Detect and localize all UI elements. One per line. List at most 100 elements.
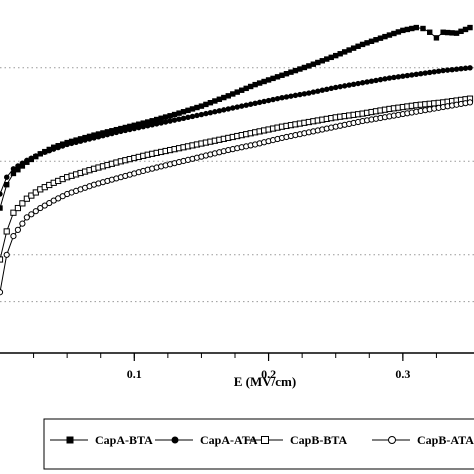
data-point [162, 119, 169, 125]
data-point [221, 94, 227, 101]
data-point [37, 151, 43, 157]
data-point [404, 26, 411, 33]
data-point [346, 47, 352, 53]
data-point [189, 106, 196, 112]
data-point [82, 137, 88, 143]
data-point [328, 54, 334, 61]
data-point [194, 112, 200, 119]
data-point [449, 30, 455, 36]
data-point [301, 91, 308, 97]
data-point [64, 141, 70, 148]
data-point [373, 77, 379, 84]
data-point [355, 80, 361, 87]
data-point [216, 96, 223, 102]
data-point [185, 107, 191, 114]
data-point [171, 111, 178, 118]
data-point [400, 27, 406, 34]
data-point [212, 109, 218, 115]
data-point [440, 29, 446, 35]
data-point [122, 124, 129, 131]
data-point [252, 81, 258, 88]
legend-label: CapA-BTA [95, 433, 153, 447]
data-point [444, 29, 451, 36]
data-point [350, 81, 357, 88]
data-point [467, 24, 473, 31]
data-point [427, 29, 433, 35]
series-line [0, 101, 471, 293]
data-point [324, 56, 330, 62]
data-point [176, 110, 182, 116]
data-point [221, 107, 227, 113]
data-point [359, 41, 366, 48]
data-point [55, 144, 61, 151]
data-point [131, 122, 137, 128]
data-point [462, 65, 469, 71]
data-point [100, 133, 106, 139]
data-point [467, 65, 473, 71]
data-point [270, 75, 276, 82]
data-point [28, 192, 35, 199]
data-point [382, 33, 388, 40]
data-point [59, 143, 66, 149]
data-point [145, 123, 151, 129]
data-point [171, 117, 178, 123]
data-point [194, 104, 200, 111]
data-point [19, 220, 26, 227]
data-point [283, 71, 290, 77]
data-point [310, 89, 317, 95]
data-point [19, 163, 26, 169]
data-point [458, 28, 464, 35]
data-point [91, 132, 97, 138]
data-point [216, 108, 223, 114]
data-point [0, 205, 3, 211]
data-point [207, 99, 214, 106]
data-point [46, 147, 52, 154]
data-point [413, 71, 419, 78]
data-point [400, 73, 406, 79]
data-point [4, 181, 10, 188]
data-point [109, 128, 115, 134]
data-point [270, 96, 276, 103]
data-point [239, 103, 245, 109]
data-point [466, 99, 474, 106]
data-point [153, 121, 160, 127]
data-point [418, 71, 424, 77]
data-point [0, 191, 3, 197]
data-point [292, 92, 299, 99]
data-point [409, 25, 415, 32]
data-point [350, 45, 357, 51]
data-point [203, 110, 209, 117]
data-point [435, 68, 442, 74]
data-point [180, 109, 187, 115]
data-point [265, 97, 272, 104]
data-point [176, 116, 182, 122]
legend-label: CapB-ATA [417, 433, 474, 447]
x-tick-label: 0.3 [395, 367, 410, 381]
data-point [395, 74, 402, 80]
x-axis-title: E (MV/cm) [234, 374, 296, 389]
data-point [33, 153, 39, 159]
data-point [189, 113, 196, 120]
legend-item: CapA-ATA [155, 433, 258, 447]
data-point [234, 89, 240, 95]
legend-label: CapA-ATA [200, 433, 258, 447]
data-point [364, 79, 370, 85]
data-point [328, 85, 334, 92]
data-point [337, 51, 343, 57]
data-point [15, 163, 21, 169]
data-point [86, 136, 93, 142]
data-point [185, 114, 191, 121]
x-tick-label: 0.2 [261, 367, 276, 381]
data-point [28, 211, 35, 218]
data-point [274, 95, 281, 102]
data-point [0, 289, 4, 296]
data-point [431, 69, 437, 75]
data-point [37, 204, 44, 212]
data-point [297, 66, 303, 72]
data-point [10, 233, 17, 240]
data-point [324, 86, 330, 92]
data-point [239, 87, 245, 93]
data-point [315, 59, 321, 66]
data-point [118, 125, 124, 132]
